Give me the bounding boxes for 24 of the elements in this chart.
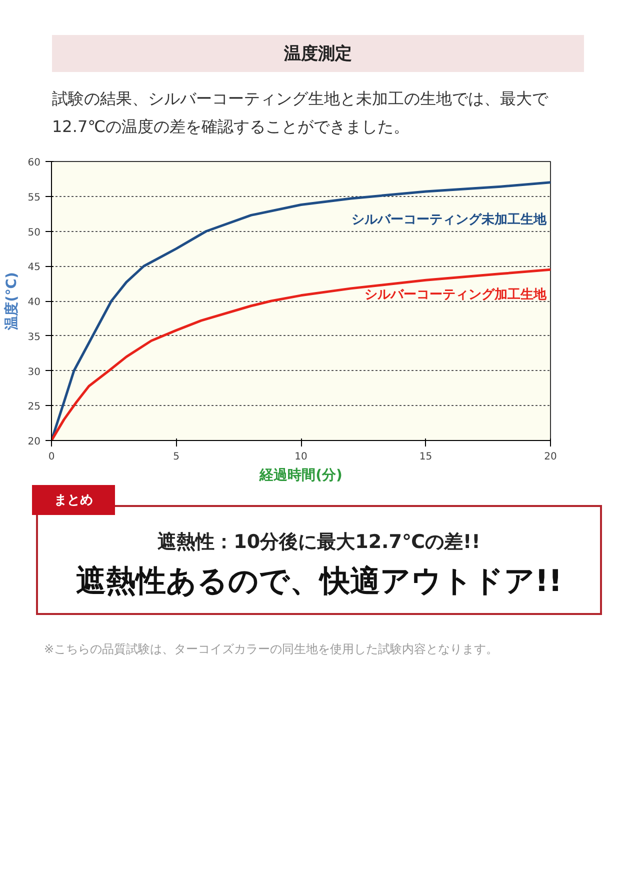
text: 遮熱性：10分後に最大12.7℃の差!! bbox=[156, 530, 482, 555]
y-tick-label: 50 bbox=[28, 227, 41, 238]
y-tick-label: 60 bbox=[28, 158, 41, 168]
x-tick-label: 10 bbox=[294, 452, 308, 462]
chart-title: 温度測定 bbox=[52, 35, 584, 72]
y-tick-label: 55 bbox=[28, 192, 41, 204]
y-tick-label: 25 bbox=[28, 402, 41, 413]
x-tick-label: 0 bbox=[48, 452, 55, 462]
text: ※こちらの品質試験は、ターコイズカラーの同生地を使用した試験内容となります。 bbox=[44, 641, 500, 658]
series-label: シルバーコーティング未加工生地 bbox=[352, 212, 548, 228]
y-tick-label: 35 bbox=[28, 332, 41, 343]
x-axis-title: 経過時間(分) bbox=[258, 468, 342, 484]
series-label: シルバーコーティング加工生地 bbox=[364, 288, 548, 303]
text: まとめ bbox=[32, 485, 115, 515]
x-tick-label: 15 bbox=[419, 452, 432, 462]
y-tick-label: 30 bbox=[28, 366, 41, 378]
y-tick-label: 40 bbox=[28, 297, 41, 308]
text: 遮熱性あるので、快適アウトドア!! bbox=[74, 563, 564, 601]
y-tick-label: 45 bbox=[28, 262, 41, 274]
y-axis-title: 温度(℃) bbox=[2, 272, 20, 331]
chart-subtitle: 試験の結果、シルバーコーティング生地と未加工の生地では、最大で12.7℃の温度の差を確認することができました。 bbox=[52, 88, 550, 138]
x-tick-label: 5 bbox=[173, 452, 180, 462]
x-tick-label: 20 bbox=[544, 452, 557, 462]
y-tick-label: 20 bbox=[28, 436, 41, 448]
